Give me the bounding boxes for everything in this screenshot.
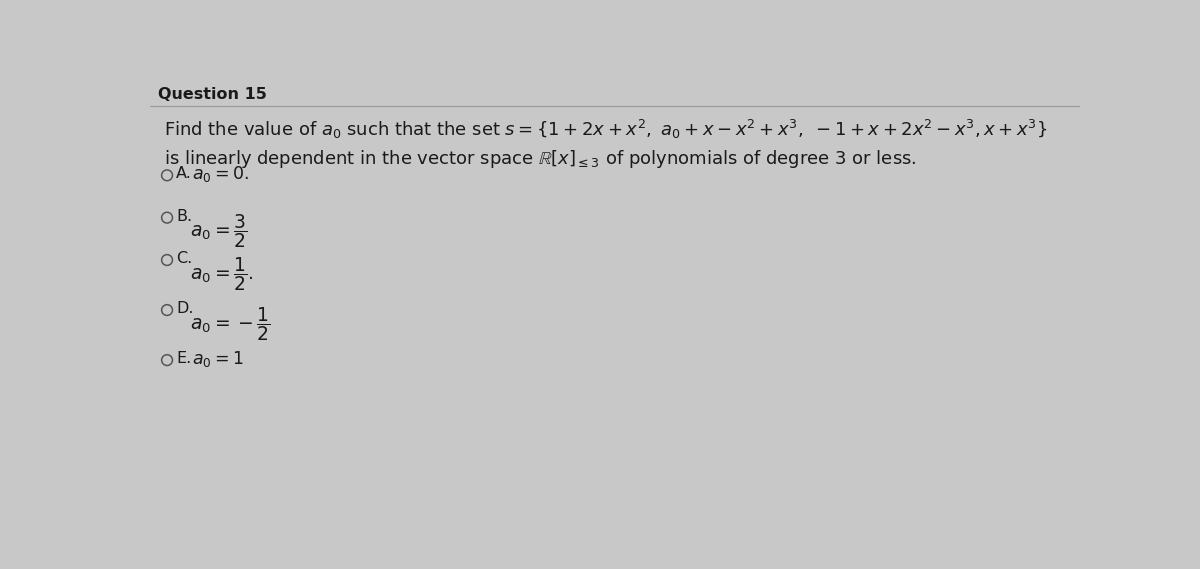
- Text: B.: B.: [176, 209, 192, 224]
- Text: D.: D.: [176, 301, 194, 316]
- Text: $a_0=1$: $a_0=1$: [192, 349, 244, 369]
- Text: $a_0=\dfrac{3}{2}$: $a_0=\dfrac{3}{2}$: [190, 213, 247, 250]
- Text: $a_0=\dfrac{1}{2}.$: $a_0=\dfrac{1}{2}.$: [190, 255, 253, 293]
- Text: C.: C.: [176, 251, 192, 266]
- Text: Question 15: Question 15: [157, 86, 266, 102]
- Text: A.: A.: [176, 166, 192, 182]
- Text: $a_0=0.$: $a_0=0.$: [192, 164, 248, 184]
- Text: is linearly dependent in the vector space $\mathbb{R}[x]_{\leq 3}$ of polynomial: is linearly dependent in the vector spac…: [164, 149, 917, 170]
- Text: Find the value of $a_0$ such that the set $s=\{1+2x+x^2,\ a_0+x-x^2+x^3,\ -1+x+2: Find the value of $a_0$ such that the se…: [164, 118, 1048, 141]
- Text: E.: E.: [176, 351, 192, 366]
- Text: $a_0=-\dfrac{1}{2}$: $a_0=-\dfrac{1}{2}$: [190, 305, 270, 343]
